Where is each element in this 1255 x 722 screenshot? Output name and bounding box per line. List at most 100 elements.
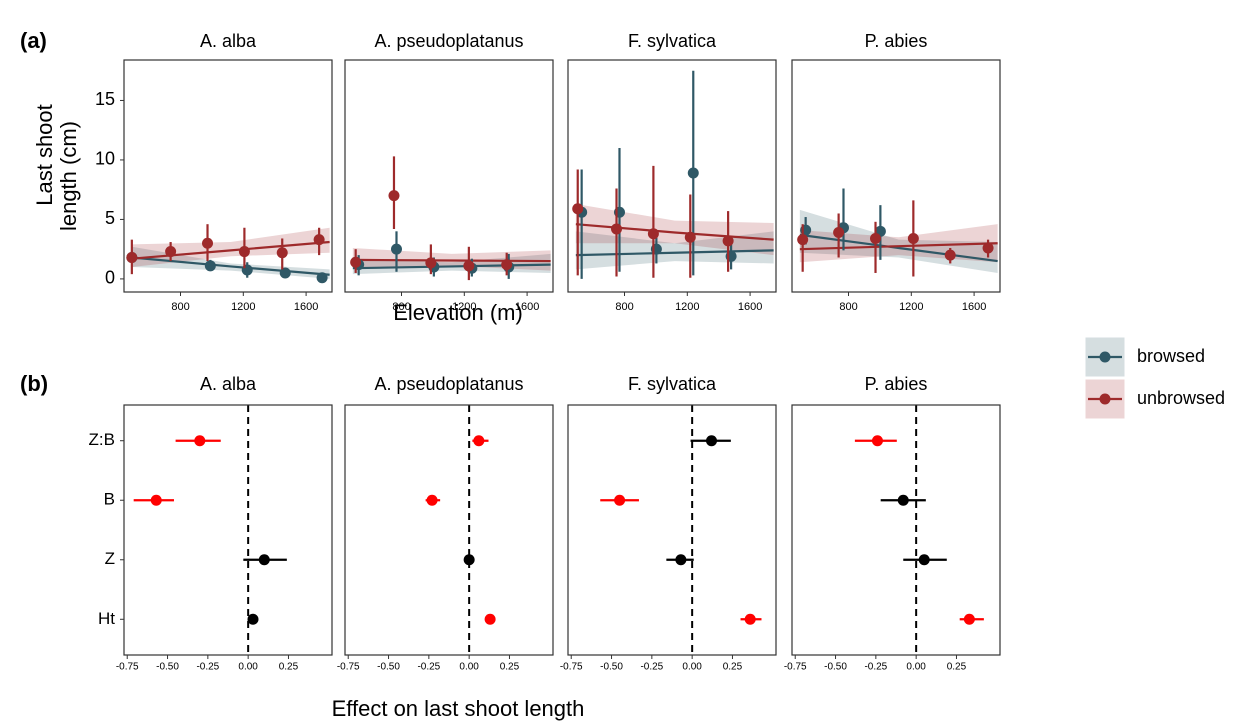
x-tick-label: -0.75 [337, 662, 360, 673]
point [279, 267, 291, 279]
point [614, 494, 626, 506]
x-tick-label: -0.25 [640, 662, 663, 673]
point [684, 231, 696, 243]
point [744, 613, 756, 625]
point [247, 613, 259, 625]
x-tick-label: 0.00 [238, 662, 258, 673]
x-tick-label: 0.00 [682, 662, 702, 673]
facet-title: A. pseudoplatanus [374, 374, 523, 394]
x-tick-label: 800 [839, 301, 857, 313]
fit-line [131, 240, 330, 260]
y-tick-label: 0 [105, 268, 115, 288]
point [722, 235, 734, 247]
point [897, 494, 909, 506]
point [944, 249, 956, 261]
facet-title: P. abies [865, 374, 928, 394]
point [611, 223, 623, 235]
x-tick-label: 800 [171, 301, 189, 313]
facet-title: A. alba [200, 374, 257, 394]
point [202, 237, 214, 249]
x-tick-label: 1200 [675, 301, 699, 313]
point [833, 227, 845, 239]
point [918, 554, 930, 566]
point [501, 259, 513, 271]
point [204, 260, 216, 272]
x-tick-label: 0.25 [947, 662, 967, 673]
x-tick-label: 800 [615, 301, 633, 313]
legend-label: unbrowsed [1137, 388, 1225, 408]
point [316, 272, 328, 284]
panel-border [344, 59, 554, 293]
point [871, 435, 883, 447]
x-tick-label: -0.50 [824, 662, 847, 673]
point [425, 257, 437, 269]
x-tick-label: -0.50 [377, 662, 400, 673]
x-tick-label: 0.00 [906, 662, 926, 673]
x-tick-label: 1600 [515, 301, 539, 313]
point [797, 234, 809, 246]
x-tick-label: -0.75 [116, 662, 139, 673]
x-axis-title: Effect on last shoot length [332, 696, 585, 721]
x-tick-label: -0.50 [600, 662, 623, 673]
x-tick-label: 1600 [738, 301, 762, 313]
x-tick-label: 1200 [899, 301, 923, 313]
fit-line [575, 223, 774, 241]
y-tick-label: 15 [95, 89, 115, 109]
fit-line [352, 263, 551, 270]
x-axis-title: Elevation (m) [393, 300, 523, 325]
point [687, 167, 699, 179]
x-tick-label: 1200 [452, 301, 476, 313]
x-tick-label: 1200 [231, 301, 255, 313]
point [426, 494, 438, 506]
point [258, 554, 270, 566]
y-axis-title: length (cm) [56, 121, 81, 231]
fit-line [352, 258, 551, 263]
point [870, 232, 882, 244]
point [350, 256, 362, 268]
confidence-band [352, 253, 551, 275]
x-tick-label: 800 [392, 301, 410, 313]
point [463, 554, 475, 566]
point [194, 435, 206, 447]
fit-line [799, 233, 998, 263]
y-tick-label: Z [105, 549, 115, 568]
point [647, 228, 659, 240]
point [313, 234, 325, 246]
legend-label: browsed [1137, 346, 1205, 366]
point [388, 190, 400, 202]
panel-border [567, 59, 777, 293]
x-tick-label: -0.25 [196, 662, 219, 673]
panel-label: (a) [20, 28, 47, 53]
point [706, 435, 718, 447]
panel-border [791, 404, 1001, 656]
panel-border [123, 59, 333, 293]
point [276, 247, 288, 259]
x-tick-label: 0.25 [279, 662, 299, 673]
point [473, 435, 485, 447]
y-tick-label: B [104, 490, 115, 509]
x-tick-label: 0.25 [500, 662, 520, 673]
point [165, 246, 177, 258]
fit-line [799, 242, 998, 251]
facet-title: A. pseudoplatanus [374, 31, 523, 51]
point [907, 232, 919, 244]
point [484, 613, 496, 625]
point [572, 203, 584, 215]
fit-line [131, 256, 330, 276]
confidence-band [131, 227, 330, 268]
y-axis-title: Last shoot [32, 104, 57, 206]
panel-border [567, 404, 777, 656]
facet-title: F. sylvatica [628, 374, 717, 394]
point [982, 242, 994, 254]
x-tick-label: -0.75 [560, 662, 583, 673]
panel-border [123, 404, 333, 656]
y-tick-label: 5 [105, 208, 115, 228]
x-tick-label: -0.75 [784, 662, 807, 673]
x-tick-label: 1600 [294, 301, 318, 313]
legend-point [1099, 393, 1111, 405]
point [963, 613, 975, 625]
x-tick-label: 1600 [962, 301, 986, 313]
x-tick-label: 0.00 [459, 662, 479, 673]
facet-title: P. abies [865, 31, 928, 51]
